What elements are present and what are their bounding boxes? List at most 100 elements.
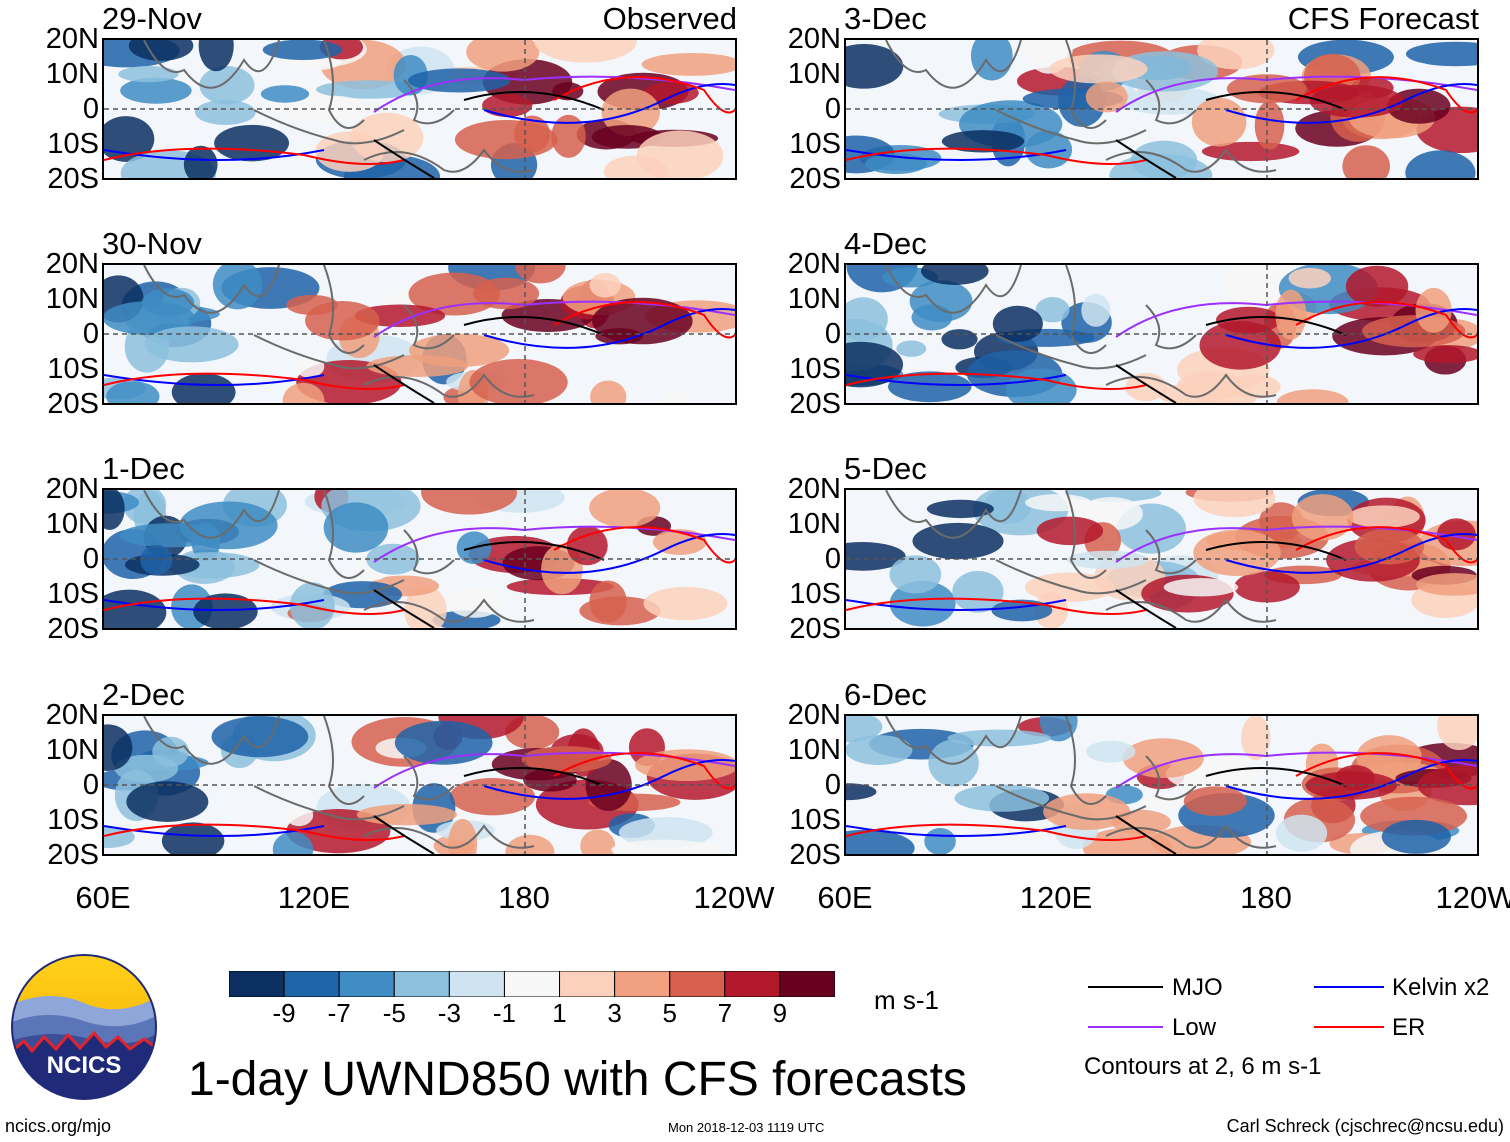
coastline (363, 824, 535, 849)
x-tick-right-60e: 60E (817, 880, 873, 915)
anomaly-cell (1163, 578, 1239, 597)
wind-map-30-Nov (102, 263, 737, 405)
anomaly-cell (212, 265, 263, 310)
colorbar-swatch (448, 970, 505, 998)
anomaly-cell (947, 729, 1051, 747)
coastline (323, 40, 365, 129)
anomaly-cell (941, 329, 978, 350)
panel-date-3: 2-Dec (102, 677, 185, 712)
anomaly-cell (611, 839, 719, 854)
anomaly-cell (482, 93, 533, 118)
anomaly-cell (356, 804, 458, 826)
anomaly-cell (1437, 716, 1477, 751)
y-tick-2-1: 10N (45, 508, 99, 540)
anomaly-cell (1291, 494, 1354, 541)
anomaly-cell (394, 720, 493, 765)
colorbar-units: m s-1 (874, 985, 939, 1015)
coastline (323, 265, 365, 354)
coastline (1065, 490, 1107, 579)
coastline (143, 490, 280, 539)
contour-line (373, 541, 605, 628)
anomaly-cell (144, 326, 239, 363)
wind-map-5-Dec (844, 488, 1479, 630)
anomaly-cell (1234, 571, 1300, 603)
x-tick-left-120e: 120E (277, 880, 351, 915)
anomaly-cell (104, 116, 155, 162)
y-tick-0-0: 20N (45, 23, 99, 55)
y-tick-1-3: 10S (47, 353, 99, 385)
anomaly-cell (282, 382, 325, 403)
coastline (995, 334, 1147, 370)
y-tick-4-2: 0 (824, 93, 841, 125)
contour-line (373, 767, 605, 854)
colorbar-tick: -9 (272, 998, 296, 1028)
panel-date-1: 30-Nov (102, 226, 202, 261)
anomaly-cell (126, 781, 209, 822)
coastline (885, 490, 1022, 539)
colorbar-tick: 3 (607, 998, 622, 1028)
anomaly-cell (403, 585, 447, 628)
y-tick-7-1: 10N (787, 734, 841, 766)
y-tick-6-2: 0 (824, 543, 841, 575)
y-tick-1-0: 20N (45, 248, 99, 280)
anomaly-cell (323, 502, 389, 553)
panel-date-4: 3-Dec (844, 1, 927, 36)
contour-line (1115, 767, 1347, 854)
anomaly-cell (846, 44, 904, 89)
coastline (885, 265, 1022, 314)
colorbar-tick: -1 (492, 998, 517, 1028)
anomaly-cell (195, 99, 256, 125)
y-tick-6-1: 10N (787, 508, 841, 540)
colorbar-swatch (669, 970, 726, 998)
x-tick-right-180: 180 (1240, 880, 1292, 915)
anomaly-cell (408, 272, 500, 316)
anomaly-cell (1086, 740, 1136, 763)
anomaly-cell (120, 77, 192, 104)
anomaly-cell (104, 589, 167, 628)
anomaly-cell (846, 341, 904, 388)
panel-date-7: 6-Dec (844, 677, 927, 712)
y-tick-0-1: 10N (45, 58, 99, 90)
panel-date-6: 5-Dec (844, 451, 927, 486)
y-tick-3-2: 0 (82, 769, 99, 801)
y-tick-1-2: 0 (82, 318, 99, 350)
y-tick-4-1: 10N (787, 58, 841, 90)
panel-tag-4: CFS Forecast (1287, 1, 1479, 36)
legend-mjo: MJO (1172, 974, 1223, 1001)
anomaly-cell (846, 716, 883, 743)
anomaly-cell (152, 736, 190, 767)
anomaly-cell (214, 124, 290, 162)
anomaly-cell (1347, 505, 1420, 528)
y-tick-5-1: 10N (787, 283, 841, 315)
anomaly-cell (920, 265, 989, 285)
anomaly-cell (449, 777, 536, 816)
colorbar-tick: 1 (552, 998, 567, 1028)
panel-date-0: 29-Nov (102, 1, 202, 36)
wind-map-1-Dec (102, 488, 737, 630)
anomaly-cell (1143, 794, 1183, 811)
y-tick-2-0: 20N (45, 473, 99, 505)
coastline (363, 598, 535, 623)
colorbar-swatch (503, 970, 561, 998)
ncics-logo: NCICS (10, 953, 158, 1101)
anomaly-cell (660, 390, 690, 403)
anomaly-cell (179, 501, 278, 550)
y-tick-2-3: 10S (47, 578, 99, 610)
legend-note: Contours at 2, 6 m s-1 (1084, 1053, 1322, 1080)
x-tick-left-120w: 120W (693, 880, 775, 915)
y-tick-3-0: 20N (45, 699, 99, 731)
coastline (323, 490, 365, 579)
anomaly-cell (846, 734, 913, 765)
anomaly-cell (466, 40, 540, 72)
x-tick-right-120w: 120W (1435, 880, 1510, 915)
anomaly-cell (1122, 738, 1204, 778)
x-tick-left-60e: 60E (75, 880, 131, 915)
anomaly-cell (1405, 41, 1477, 67)
anomaly-cell (171, 373, 236, 403)
coastline (143, 265, 280, 314)
contour-line (1115, 91, 1347, 178)
colorbar-swatch (228, 970, 285, 998)
contour-line (1115, 316, 1347, 403)
y-tick-5-4: 20S (789, 388, 841, 420)
anomaly-cell (924, 827, 956, 854)
